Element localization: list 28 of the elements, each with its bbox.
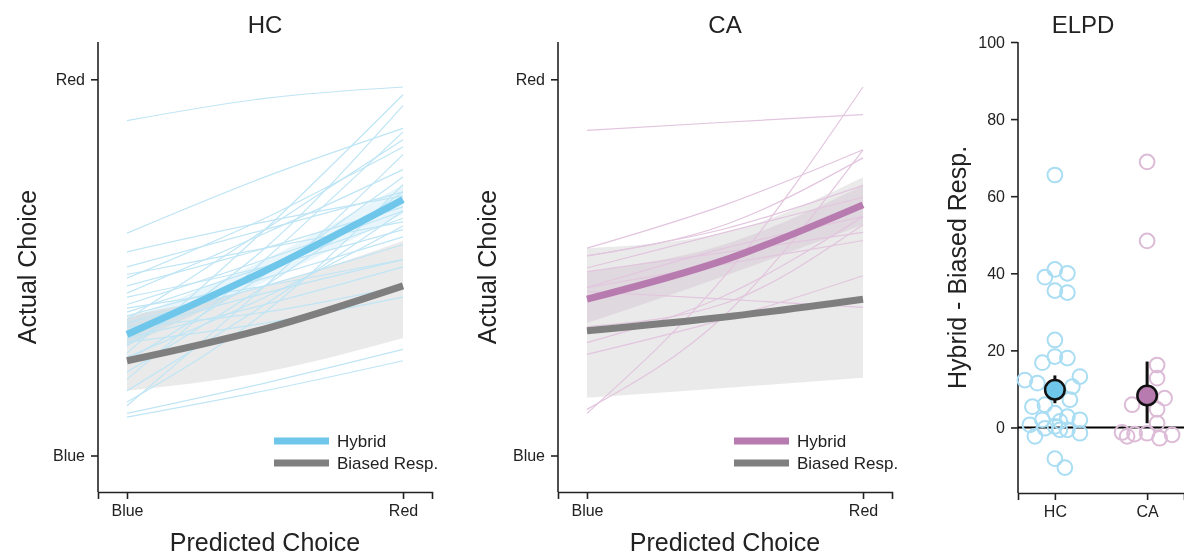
text: Red	[515, 70, 545, 88]
y-tick-label: 20	[987, 342, 1006, 359]
x-axis-title: Predicted Choice	[169, 528, 361, 556]
legend-label: Biased Resp.	[337, 454, 439, 473]
legend-label: Hybrid	[797, 432, 847, 451]
legend-label: Biased Resp.	[797, 454, 899, 473]
y-axis-title: Actual Choice	[473, 189, 501, 345]
legend-label: Hybrid	[337, 432, 387, 451]
x-tick-label: Red	[388, 502, 419, 520]
x-tick-label: CA	[1136, 503, 1160, 521]
text: Red	[55, 70, 85, 88]
chart-title: HC	[247, 11, 283, 38]
y-tick-label: 0	[996, 419, 1006, 437]
x-tick-label: Blue	[571, 502, 604, 520]
x-tick-label: Blue	[111, 502, 144, 520]
y-tick-label: 40	[987, 264, 1006, 282]
y-tick-label: 60	[987, 187, 1006, 205]
chart-title: CA	[708, 11, 742, 38]
text: Blue	[512, 447, 546, 465]
y-axis-title: Actual Choice	[13, 189, 41, 345]
y-tick-label: 100	[978, 33, 1006, 51]
chart-title: ELPD	[1051, 11, 1115, 38]
y-tick-label: 80	[987, 110, 1006, 128]
y-axis-title: Hybrid - Biased Resp.	[943, 145, 971, 390]
x-axis-title: Predicted Choice	[629, 528, 821, 556]
x-tick-label: HC	[1043, 503, 1067, 521]
text: Blue	[52, 447, 86, 465]
x-tick-label: Red	[848, 502, 879, 520]
